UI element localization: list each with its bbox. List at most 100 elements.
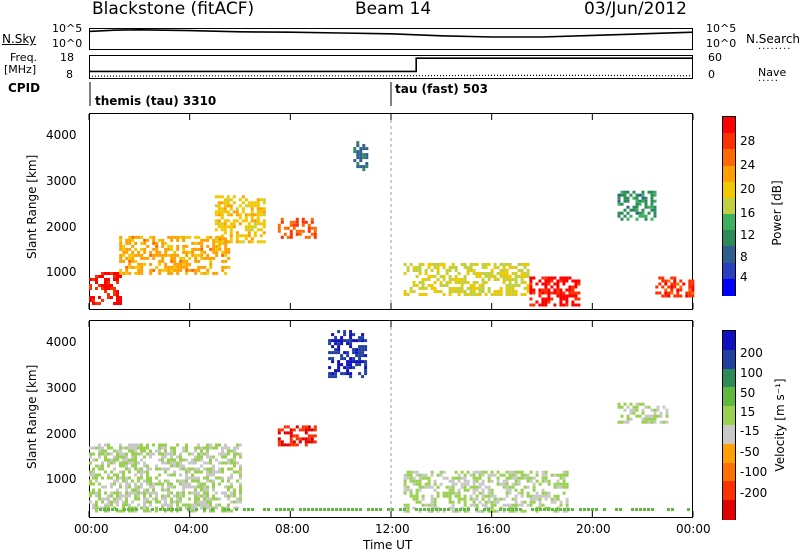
colorbar-segment [723, 331, 735, 351]
velocity-cell [140, 482, 143, 486]
power-cell [301, 217, 305, 221]
power-cell [653, 208, 657, 212]
power-cell [620, 193, 624, 197]
velocity-cell [92, 452, 95, 456]
power-cell [635, 196, 639, 200]
velocity-cell [445, 476, 449, 480]
velocity-cell [182, 464, 185, 468]
ground-scatter-cell [447, 508, 450, 511]
power-cell [577, 282, 581, 286]
power-cell [365, 153, 369, 157]
velocity-cell [469, 485, 473, 489]
velocity-cell [328, 372, 332, 376]
velocity-cell [346, 342, 350, 346]
velocity-cell [343, 351, 347, 355]
ground-scatter-cell [359, 508, 362, 511]
velocity-cell [451, 476, 455, 480]
velocity-cell [179, 452, 182, 456]
velocity-cell [526, 485, 530, 489]
power-cell [577, 279, 581, 283]
velocity-cell [553, 500, 557, 504]
power-cell [89, 287, 92, 290]
velocity-cell [194, 461, 197, 465]
power-cell [182, 247, 186, 251]
power-cell [179, 256, 183, 260]
velocity-cell [122, 461, 125, 465]
power-cell [424, 278, 428, 281]
ground-scatter-cell [539, 508, 542, 511]
velocity-cell [313, 434, 317, 438]
power-cell [541, 276, 545, 280]
power-cell [253, 204, 257, 208]
power-cell [544, 288, 548, 292]
velocity-cell [191, 458, 194, 462]
velocity-cell [469, 503, 473, 507]
power-cell [256, 222, 260, 226]
power-cell [571, 288, 575, 292]
power-cell [409, 290, 413, 293]
velocity-cell [647, 414, 651, 418]
power-cell [206, 271, 210, 275]
power-cell [155, 247, 159, 251]
velocity-cell [101, 449, 104, 453]
velocity-cell [409, 470, 413, 474]
ground-scatter-cell [483, 508, 486, 511]
velocity-cell [170, 449, 173, 453]
power-cell [176, 268, 180, 272]
power-cell [155, 241, 159, 245]
power-cell [191, 268, 195, 272]
power-cell [547, 300, 551, 304]
velocity-cell [328, 375, 332, 379]
velocity-cell [197, 497, 200, 501]
velocity-cell [514, 473, 518, 477]
power-cell [220, 237, 224, 241]
velocity-cell [212, 464, 215, 468]
power-cell [310, 217, 314, 221]
velocity-cell [137, 491, 140, 495]
ground-scatter-cell [507, 508, 510, 511]
velocity-cell [152, 482, 155, 486]
ground-scatter-cell [171, 508, 174, 511]
velocity-cell [200, 488, 203, 492]
cpid-mode-1: themis (tau) 3310 [95, 94, 217, 108]
velocity-cell [424, 485, 428, 489]
velocity-cell [122, 479, 125, 483]
velocity-cell [224, 485, 227, 489]
velocity-cell [448, 494, 452, 498]
power-cell [220, 210, 224, 214]
power-cell [439, 263, 443, 266]
velocity-cell [218, 497, 221, 501]
power-cell [448, 281, 452, 284]
velocity-cell [179, 497, 182, 501]
ground-scatter-cell [195, 508, 198, 511]
power-cell [508, 278, 512, 281]
velocity-cell [650, 417, 654, 421]
velocity-cell [215, 491, 218, 495]
velocity-cell [179, 482, 182, 486]
cpid-label: CPID [8, 81, 41, 95]
velocity-cell [230, 509, 233, 513]
power-cell [203, 271, 207, 275]
velocity-cell [358, 339, 362, 343]
velocity-cell [146, 470, 149, 474]
ground-scatter-cell [339, 508, 342, 511]
velocity-cell [206, 470, 209, 474]
velocity-cell [403, 482, 407, 486]
velocity-cell [122, 452, 125, 456]
velocity-cell [221, 446, 224, 450]
power-cell [664, 279, 668, 283]
velocity-cell [224, 452, 227, 456]
power-cell [313, 235, 317, 239]
power-cell [430, 284, 434, 287]
ground-scatter-cell [415, 508, 418, 511]
velocity-cell [358, 363, 362, 367]
nsky-label: N.Sky [2, 32, 37, 46]
power-cell [691, 294, 695, 298]
velocity-cell [349, 360, 353, 364]
power-cell [167, 247, 171, 251]
velocity-cell [647, 420, 651, 424]
velocity-cell [520, 500, 524, 504]
velocity-cell [116, 452, 119, 456]
velocity-cell [454, 494, 458, 498]
velocity-cb-tick: -200 [740, 486, 768, 500]
